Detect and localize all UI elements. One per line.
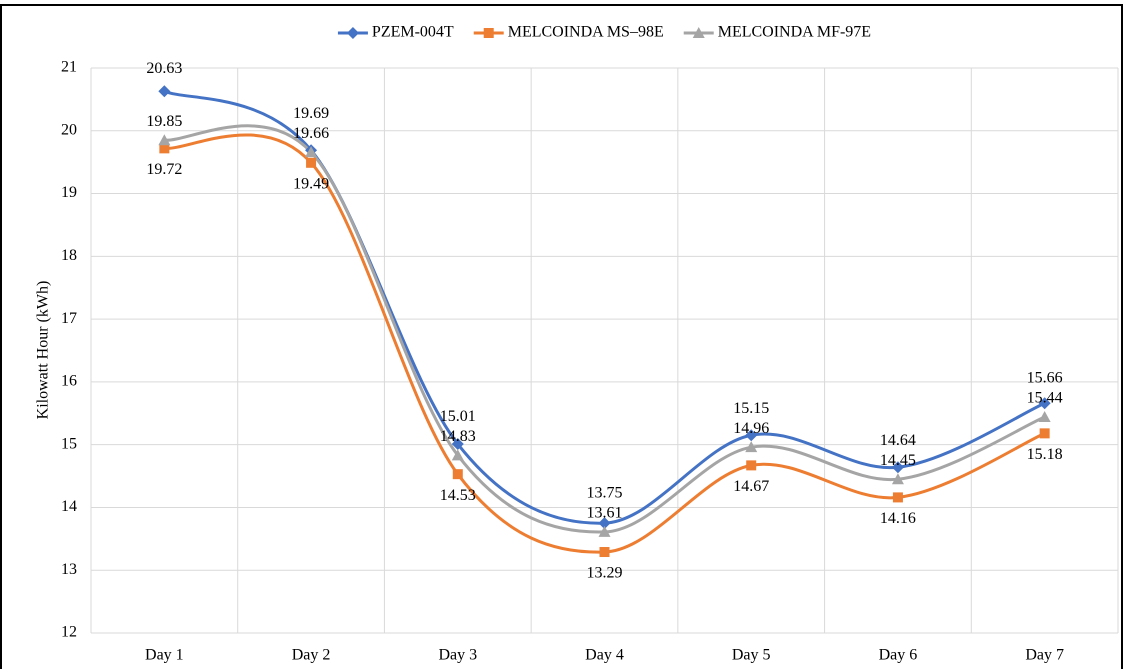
- marker: [305, 146, 318, 158]
- data-label: 14.16: [880, 510, 916, 527]
- marker: [1038, 411, 1051, 423]
- marker: [452, 469, 463, 480]
- marker: [598, 517, 611, 530]
- data-label: 20.63: [146, 60, 182, 77]
- y-tick-label: 21: [61, 59, 77, 76]
- data-label: 14.53: [440, 487, 476, 504]
- x-tick-label: Day 4: [585, 647, 624, 664]
- y-tick-label: 18: [61, 247, 77, 264]
- marker: [1038, 397, 1051, 410]
- legend: PZEM-004T MELCOINDA MS–98E MELCOINDA MF-97…: [337, 24, 871, 41]
- marker: [746, 460, 757, 471]
- data-label: 13.29: [587, 565, 623, 582]
- data-label: 19.72: [146, 161, 182, 178]
- data-label: 15.01: [440, 408, 476, 425]
- marker: [159, 143, 170, 154]
- data-label: 14.67: [733, 478, 769, 495]
- marker: [158, 85, 171, 98]
- marker: [598, 525, 611, 537]
- x-tick-label: Day 2: [292, 647, 331, 664]
- data-label: 15.66: [1027, 370, 1063, 387]
- legend-label: MELCOINDA MF-97E: [718, 24, 871, 41]
- marker: [483, 28, 494, 38]
- data-label: 19.66: [293, 125, 329, 142]
- data-label: 15.44: [1027, 390, 1063, 407]
- y-tick-label: 16: [61, 373, 77, 390]
- marker: [599, 547, 610, 558]
- data-label: 14.96: [733, 420, 769, 437]
- legend-label: PZEM-004T: [372, 24, 454, 41]
- x-tick-label: Day 3: [438, 647, 477, 664]
- y-tick-label: 19: [61, 184, 77, 201]
- x-tick-label: Day 1: [145, 647, 184, 664]
- marker: [306, 157, 317, 168]
- marker: [745, 429, 758, 442]
- y-tick-label: 13: [61, 561, 77, 578]
- marker: [891, 461, 904, 474]
- data-label: 14.45: [880, 452, 916, 469]
- x-tick-label: Day 6: [879, 647, 918, 664]
- marker: [745, 441, 758, 453]
- marker: [451, 438, 464, 451]
- marker: [891, 473, 904, 485]
- frame: [0, 4, 1123, 669]
- data-label: 19.69: [293, 105, 329, 122]
- data-label: 15.15: [733, 400, 769, 417]
- data-label: 19.49: [293, 175, 329, 192]
- y-tick-label: 12: [61, 624, 77, 641]
- y-tick-label: 15: [61, 435, 77, 452]
- y-tick-label: 17: [61, 310, 77, 327]
- data-label: 19.85: [146, 113, 182, 130]
- y-axis-label: Kilowatt Hour (kWh): [35, 281, 52, 420]
- y-tick-label: 14: [61, 498, 77, 515]
- marker: [692, 27, 705, 38]
- y-tick-label: 20: [61, 121, 77, 138]
- data-label: 13.75: [587, 485, 623, 502]
- marker: [346, 27, 359, 39]
- marker: [892, 492, 903, 503]
- data-label: 15.18: [1027, 446, 1063, 463]
- x-tick-label: Day 5: [732, 647, 771, 664]
- marker: [158, 134, 171, 146]
- data-label: 14.64: [880, 432, 916, 449]
- data-label: 13.61: [587, 505, 623, 522]
- marker: [451, 449, 464, 461]
- marker: [1039, 428, 1050, 439]
- data-label: 14.83: [440, 428, 476, 445]
- legend-label: MELCOINDA MS–98E: [508, 24, 664, 41]
- x-tick-label: Day 7: [1025, 647, 1064, 664]
